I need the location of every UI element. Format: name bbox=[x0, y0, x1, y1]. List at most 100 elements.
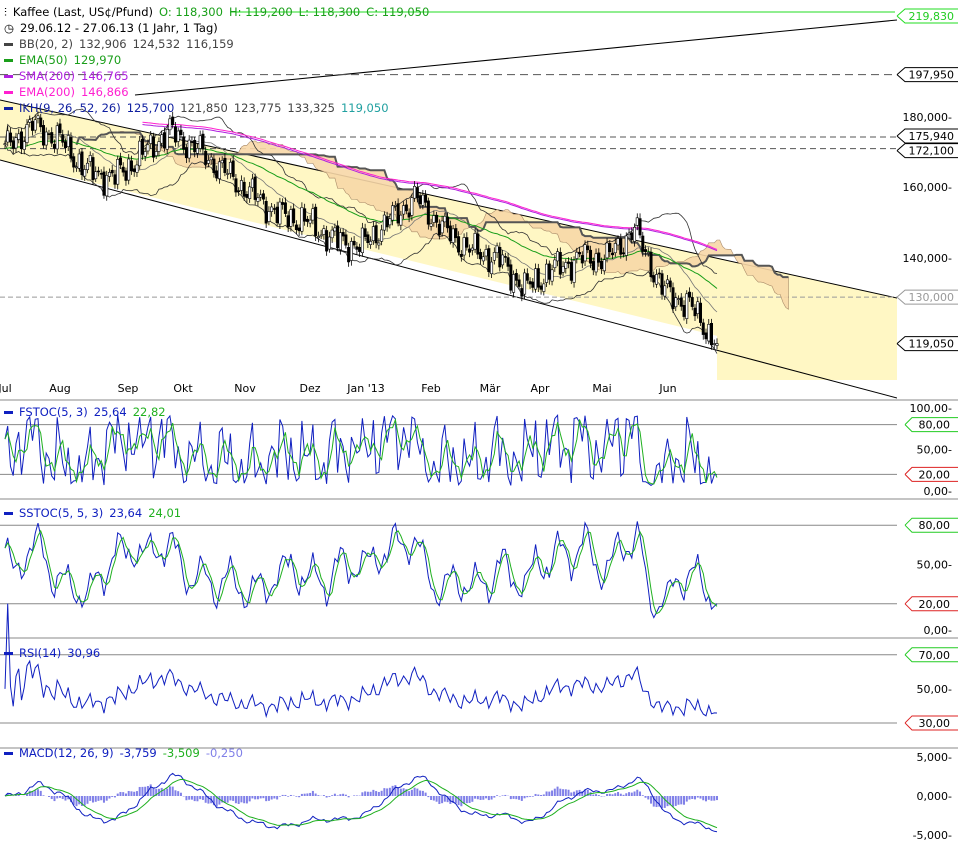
candle bbox=[157, 141, 161, 152]
macd-histogram-bar bbox=[251, 796, 254, 799]
ema50-label: EMA(50) bbox=[19, 53, 68, 67]
candle bbox=[292, 208, 296, 224]
candle bbox=[616, 238, 620, 246]
macd-histogram-bar bbox=[234, 796, 237, 804]
candle bbox=[107, 172, 111, 177]
candle bbox=[173, 126, 177, 143]
candle bbox=[591, 261, 595, 271]
macd-histogram-bar bbox=[229, 796, 232, 801]
ema200-value: 146,866 bbox=[80, 85, 129, 99]
candle bbox=[657, 272, 661, 275]
macd-histogram-bar bbox=[435, 796, 438, 802]
candle bbox=[418, 195, 422, 204]
candle bbox=[259, 194, 263, 198]
candle bbox=[424, 194, 428, 203]
macd-histogram-bar bbox=[699, 796, 702, 799]
macd-histogram-bar bbox=[25, 793, 28, 796]
legend-bb[interactable]: BB(20, 2) 132,906 124,532 116,159 bbox=[4, 36, 240, 52]
legend-sstoc[interactable]: SSTOC(5, 5, 3) 23,64 24,01 bbox=[4, 505, 187, 521]
candle bbox=[52, 143, 56, 149]
macd-histogram-bar bbox=[306, 793, 309, 796]
candle bbox=[388, 218, 392, 226]
legend-ema50[interactable]: EMA(50) 129,970 bbox=[4, 52, 127, 68]
candle bbox=[72, 156, 76, 168]
candle bbox=[220, 159, 224, 164]
macd-histogram-bar bbox=[75, 796, 78, 807]
macd-histogram-bar bbox=[377, 791, 380, 796]
candle bbox=[646, 252, 650, 254]
macd-histogram-bar bbox=[276, 796, 279, 800]
fstoc-k: 25,64 bbox=[93, 405, 127, 419]
candle bbox=[633, 227, 637, 242]
candle bbox=[96, 170, 100, 173]
macd-tick-label: 5,000- bbox=[917, 751, 952, 764]
macd-histogram-bar bbox=[265, 796, 268, 802]
candle bbox=[305, 218, 309, 222]
macd-histogram-bar bbox=[449, 796, 452, 804]
fstoc-tick-label: 0,00- bbox=[924, 485, 952, 498]
macd-hist: -0,250 bbox=[205, 746, 243, 760]
macd-histogram-bar bbox=[493, 796, 496, 798]
candle bbox=[6, 130, 10, 143]
candle bbox=[715, 343, 719, 346]
candle bbox=[668, 280, 672, 288]
legend-fstoc[interactable]: FSTOC(5, 3) 25,64 22,82 bbox=[4, 404, 172, 420]
candle bbox=[327, 236, 331, 250]
candle bbox=[380, 229, 384, 242]
macd-histogram-bar bbox=[17, 794, 20, 796]
candle bbox=[41, 125, 45, 146]
macd-histogram-bar bbox=[388, 787, 391, 796]
candle bbox=[289, 209, 293, 227]
macd-histogram-bar bbox=[113, 796, 116, 798]
macd-histogram-bar bbox=[196, 796, 199, 802]
ohlc-low: L: 118,300 bbox=[298, 5, 361, 19]
macd-histogram-bar bbox=[556, 786, 559, 796]
candle bbox=[14, 137, 18, 149]
legend-rsi[interactable]: RSI(14) 30,96 bbox=[4, 645, 106, 661]
sstoc-level-tag bbox=[904, 517, 958, 533]
candle bbox=[457, 236, 461, 253]
legend-macd[interactable]: MACD(12, 26, 9) -3,759 -3,509 -0,250 bbox=[4, 745, 249, 761]
candle bbox=[61, 134, 65, 143]
price-tick-label: 180,000- bbox=[903, 111, 952, 124]
candle bbox=[344, 234, 348, 246]
legend-ema200[interactable]: EMA(200) 146,866 bbox=[4, 84, 135, 100]
macd-histogram-bar bbox=[177, 791, 180, 796]
candle bbox=[473, 233, 477, 250]
macd-histogram-bar bbox=[138, 786, 141, 796]
candle bbox=[564, 262, 568, 269]
macd-histogram-bar bbox=[685, 796, 688, 802]
candle bbox=[297, 227, 301, 232]
macd-histogram-bar bbox=[298, 796, 301, 798]
candle bbox=[512, 274, 516, 293]
sma200-value: 146,765 bbox=[81, 69, 129, 83]
rsi-label: RSI(14) bbox=[19, 646, 62, 660]
macd-histogram-bar bbox=[465, 796, 468, 804]
candle bbox=[443, 215, 447, 223]
candle bbox=[300, 207, 304, 232]
candle bbox=[682, 305, 686, 317]
macd-histogram-bar bbox=[586, 789, 589, 796]
ikh-label: IKH(9, 26, 52, 26) bbox=[19, 101, 121, 115]
macd-histogram-bar bbox=[91, 796, 94, 803]
macd-histogram-bar bbox=[663, 796, 666, 808]
macd-histogram-bar bbox=[240, 796, 243, 803]
macd-histogram-bar bbox=[487, 796, 490, 801]
legend-ikh[interactable]: IKH(9, 26, 52, 26) 125,700 121,850 123,775 1… bbox=[4, 100, 395, 116]
candle bbox=[501, 254, 505, 266]
candle bbox=[228, 161, 232, 174]
macd-histogram-bar bbox=[669, 796, 672, 806]
macd-histogram-bar bbox=[529, 796, 532, 797]
candle bbox=[393, 205, 397, 207]
candle bbox=[594, 253, 598, 273]
candle bbox=[561, 266, 565, 273]
bb-label: BB(20, 2) bbox=[19, 37, 74, 51]
macd-histogram-bar bbox=[595, 794, 598, 796]
macd-histogram-bar bbox=[58, 796, 61, 798]
macd-histogram-bar bbox=[696, 796, 699, 798]
legend-sma200[interactable]: SMA(200) 146,765 bbox=[4, 68, 135, 84]
sstoc-d: 24,01 bbox=[148, 506, 182, 520]
candle bbox=[410, 197, 414, 216]
candle bbox=[399, 214, 403, 226]
